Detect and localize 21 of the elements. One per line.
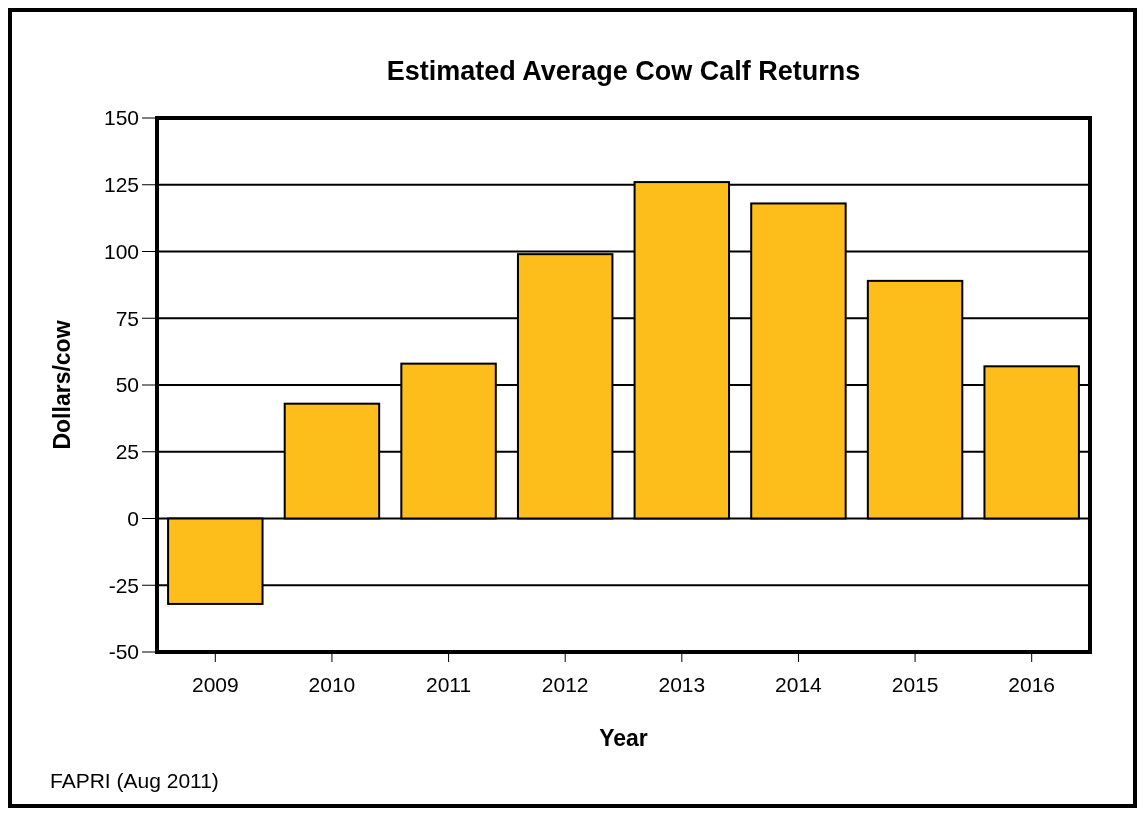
- y-tick-label: 100: [103, 239, 139, 263]
- y-tick-label: 25: [115, 440, 139, 464]
- x-tick-label: 2013: [658, 673, 706, 696]
- y-axis-title: Dollars/cow: [49, 320, 75, 450]
- x-axis-title: Year: [599, 725, 648, 751]
- y-tick-label: -50: [108, 640, 139, 664]
- x-tick-label: 2010: [308, 673, 356, 696]
- y-tick-label: 0: [127, 506, 139, 530]
- chart-title: Estimated Average Cow Calf Returns: [386, 56, 861, 86]
- x-tick-label: 2014: [775, 673, 823, 696]
- y-tick-label: 75: [115, 306, 139, 330]
- x-tick-label: 2009: [191, 673, 239, 696]
- y-tick-label: 125: [103, 173, 139, 197]
- x-tick-label: 2011: [425, 673, 472, 696]
- y-tick-label: 50: [115, 373, 139, 397]
- x-tick-label: 2016: [1008, 673, 1056, 696]
- x-tick-label: 2015: [891, 673, 939, 696]
- x-tick-label: 2012: [541, 673, 589, 696]
- text: FAPRI (Aug 2011): [50, 769, 219, 792]
- y-tick-label: 150: [103, 106, 139, 130]
- y-tick-label: -25: [108, 573, 139, 597]
